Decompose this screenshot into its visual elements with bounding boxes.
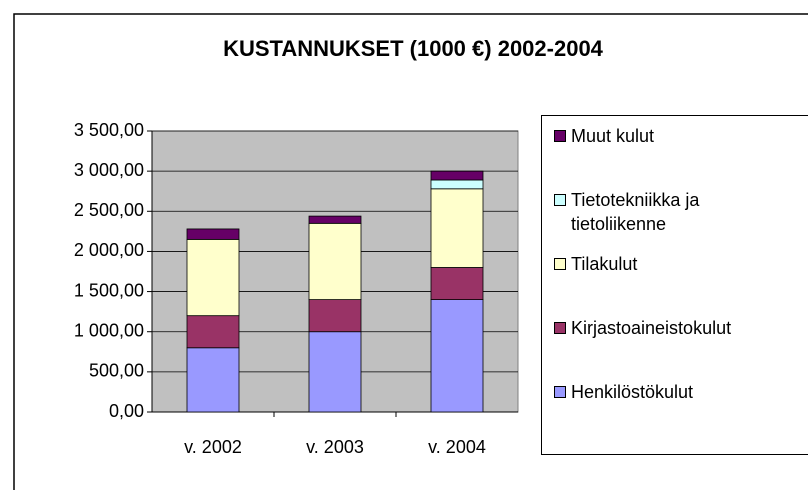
x-tick-label: v. 2002 — [184, 437, 242, 457]
bar-segment — [186, 315, 240, 349]
x-tick-label: v. 2003 — [306, 437, 364, 457]
legend-entry: Henkilöstökulut — [554, 380, 771, 404]
y-tick-label: 0,00 — [109, 401, 144, 421]
legend-swatch — [554, 386, 566, 398]
y-tick-label: 500,00 — [89, 361, 144, 381]
legend-entry: Tilakulut — [554, 252, 771, 276]
bar-segment — [430, 179, 484, 190]
legend-label: Henkilöstökulut — [571, 382, 694, 402]
legend-swatch — [554, 322, 566, 334]
bar-segment — [308, 331, 362, 413]
bar-segment — [430, 188, 484, 268]
legend-entry: Kirjastoaineistokulut — [554, 316, 771, 340]
x-tick-label: v. 2004 — [428, 437, 486, 457]
legend-label: Tietotekniikka ja tietoliikenne — [571, 190, 700, 234]
legend-entry: Muut kulut — [554, 124, 771, 148]
legend-label: Kirjastoaineistokulut — [571, 318, 732, 338]
legend-label: Muut kulut — [571, 126, 655, 146]
y-tick-label: 2 000,00 — [74, 240, 144, 260]
y-tick-label: 1 000,00 — [74, 320, 144, 340]
legend-entry: Tietotekniikka ja tietoliikenne — [554, 188, 771, 236]
bar-segment — [430, 299, 484, 413]
y-tick-label: 1 500,00 — [74, 280, 144, 300]
bar-segment — [186, 228, 240, 240]
bar-segment — [308, 299, 362, 333]
legend-swatch — [554, 258, 566, 270]
legend-swatch — [554, 194, 566, 206]
y-tick-label: 3 500,00 — [74, 120, 144, 140]
legend: Muut kulut Tietotekniikka ja tietoliikenn… — [541, 115, 808, 455]
bar-segment — [186, 238, 240, 317]
y-tick-label: 2 500,00 — [74, 200, 144, 220]
bar-segment — [430, 267, 484, 301]
y-tick-label: 3 000,00 — [74, 160, 144, 180]
bar-segment — [430, 170, 484, 181]
bar-segment — [308, 222, 362, 300]
legend-label: Tilakulut — [571, 254, 638, 274]
bar-segment — [308, 215, 362, 224]
legend-swatch — [554, 130, 566, 142]
bar-segment — [186, 347, 240, 413]
chart-title: KUSTANNUKSET (1000 €) 2002-2004 — [223, 36, 604, 61]
